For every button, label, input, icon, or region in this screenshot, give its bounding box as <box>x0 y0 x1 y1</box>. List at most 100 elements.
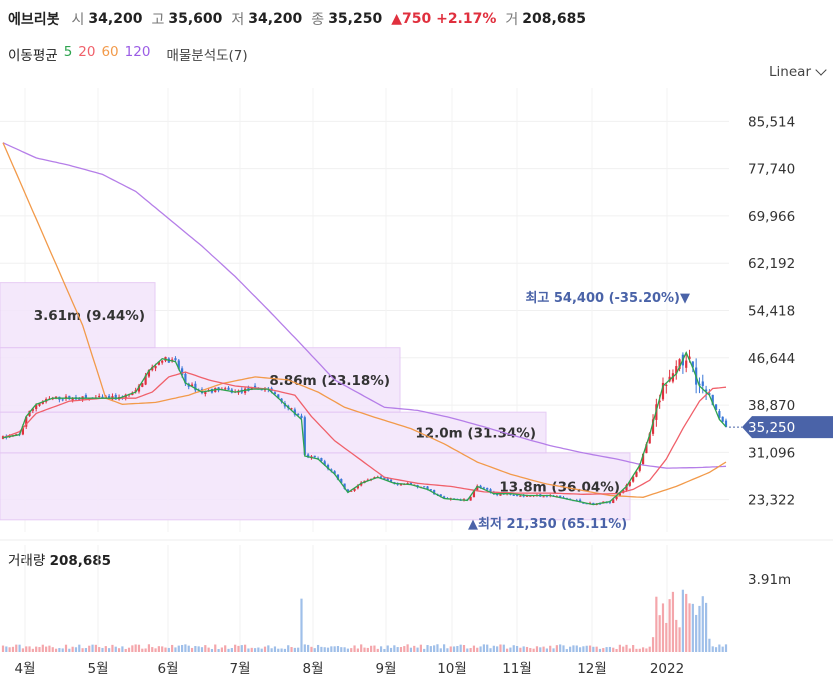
volume-bar <box>459 644 462 652</box>
scale-dropdown[interactable]: Linear <box>769 64 827 80</box>
volume-bar <box>413 645 416 652</box>
volume-bar <box>25 646 28 652</box>
volume-bar <box>681 589 684 652</box>
volume-bar <box>71 646 74 652</box>
volume-bar <box>38 647 41 652</box>
volume-bar <box>705 602 708 652</box>
candle <box>688 356 691 360</box>
volume-bar <box>595 646 598 652</box>
volume-bar <box>180 644 184 652</box>
volume-bar <box>515 646 519 652</box>
candle <box>406 483 409 485</box>
volume-bar <box>197 646 200 652</box>
volume-bar <box>293 647 296 652</box>
candle <box>499 493 502 496</box>
volume-bar <box>88 645 91 652</box>
volume-bar <box>582 646 585 652</box>
volume-bar <box>356 648 359 652</box>
volume-bar <box>124 648 127 652</box>
volume-bar <box>234 644 237 652</box>
candle <box>559 495 562 498</box>
volume-bar <box>111 644 114 652</box>
volume-bar <box>227 648 230 652</box>
volume-bar <box>376 648 379 652</box>
candle <box>141 383 144 387</box>
volume-bar <box>78 644 81 652</box>
volume-bar <box>68 648 71 652</box>
volume-bar <box>695 614 698 652</box>
candle <box>21 426 24 435</box>
candle <box>665 384 668 386</box>
volume-bar <box>565 649 568 652</box>
ma20-legend[interactable]: 20 <box>78 44 96 60</box>
volume-bar <box>147 644 151 652</box>
candle <box>350 490 353 492</box>
candle <box>157 361 160 365</box>
volume-bar <box>632 645 635 652</box>
volume-bar <box>496 646 499 652</box>
volume-bar <box>270 648 273 652</box>
volume-profile-legend[interactable]: 매물분석도(7) <box>166 48 248 64</box>
candle <box>598 503 602 505</box>
volume-bar <box>84 648 88 652</box>
candle <box>512 494 515 496</box>
volume-bar <box>688 603 691 652</box>
volume-bar <box>651 637 655 652</box>
volume-bar <box>237 645 240 652</box>
volume-bar <box>449 646 452 652</box>
volume-bar <box>340 647 343 652</box>
ma60-legend[interactable]: 60 <box>101 44 119 60</box>
candle <box>35 404 38 410</box>
y-tick-label: 54,418 <box>748 303 795 319</box>
volume-bar <box>28 646 31 652</box>
candle <box>383 477 386 480</box>
volume-bar <box>108 648 111 652</box>
volume-bar <box>134 644 137 652</box>
candle <box>718 411 721 418</box>
candle <box>476 485 479 491</box>
volume-bar <box>379 646 383 652</box>
candle <box>492 492 495 494</box>
volume-bar <box>157 646 160 652</box>
volume-bar <box>336 646 340 652</box>
volume-bar <box>612 647 615 652</box>
volume-bar <box>559 644 562 652</box>
candle <box>28 410 31 417</box>
volume-bar <box>691 603 694 652</box>
x-tick-label: 4월 <box>14 661 35 677</box>
ma20-line <box>2 371 727 495</box>
volume-bar <box>502 644 505 652</box>
volume-bar <box>58 648 61 652</box>
volume-bar <box>701 596 704 652</box>
candle <box>98 396 101 398</box>
candle <box>356 485 359 489</box>
volume-profile-bar <box>0 282 156 349</box>
volume-bar <box>622 646 625 652</box>
candle <box>442 496 446 499</box>
volume-profile-label: 3.61m (9.44%) <box>34 308 145 324</box>
close-label: 종 <box>311 12 325 28</box>
volume-bar <box>51 647 54 652</box>
x-tick-label: 10월 <box>437 661 467 677</box>
max-price-label: 최고 54,400 (-35.20%)▼ <box>525 291 690 306</box>
ma-legend-label: 이동평균 <box>8 48 58 64</box>
candle <box>297 413 300 416</box>
volume-bar <box>8 647 11 652</box>
volume-bar <box>131 645 134 652</box>
ma120-legend[interactable]: 120 <box>124 44 151 60</box>
close-value: 35,250 <box>328 11 383 27</box>
volume-bar <box>207 647 210 652</box>
volume-bar <box>506 648 509 652</box>
volume-panel-title: 거래량 <box>8 553 46 569</box>
y-tick-label: 85,514 <box>748 114 795 130</box>
volume-bar <box>462 645 466 652</box>
volume-bar <box>366 647 369 652</box>
volume-bar <box>373 645 376 652</box>
volume-bar <box>628 648 631 652</box>
volume-bar <box>585 645 588 652</box>
volume-bar <box>403 646 406 652</box>
candle <box>340 478 343 483</box>
ma5-legend[interactable]: 5 <box>63 44 73 60</box>
volume-bar <box>552 648 555 652</box>
